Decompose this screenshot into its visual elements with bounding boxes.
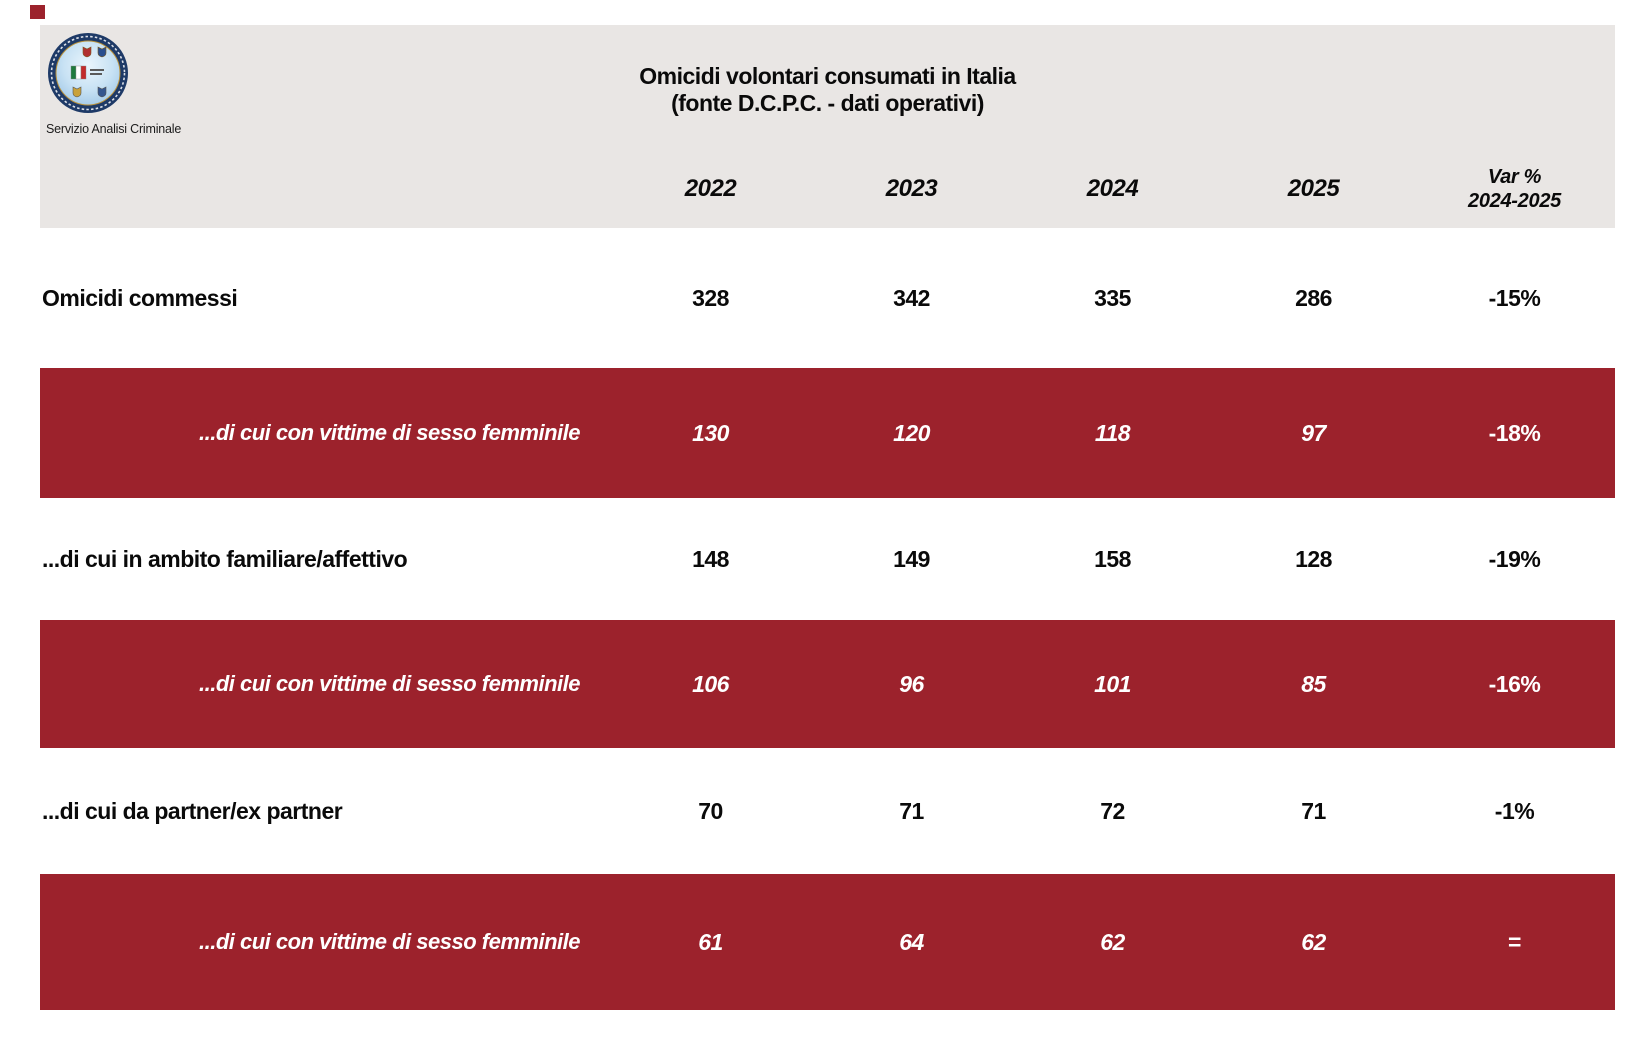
column-header-row: 2022 2023 2024 2025 Var % 2024-2025 xyxy=(40,150,1615,228)
row-value: 71 xyxy=(899,797,924,824)
row-value: 342 xyxy=(893,284,930,311)
row-value: 85 xyxy=(1301,670,1326,697)
row-label: ...di cui da partner/ex partner xyxy=(42,797,343,824)
page-title: Omicidi volontari consumati in Italia (f… xyxy=(40,63,1615,117)
column-header-2022: 2022 xyxy=(684,175,737,202)
row-value-var-pct: -16% xyxy=(1488,670,1541,697)
row-label: ...di cui con vittime di sesso femminile xyxy=(199,929,581,954)
row-value: 62 xyxy=(1301,928,1326,955)
servizio-analisi-criminale-seal-icon xyxy=(48,33,128,113)
row-value-var-pct: = xyxy=(1508,928,1521,955)
row-value: 118 xyxy=(1094,419,1131,446)
row-label: ...di cui con vittime di sesso femminile xyxy=(199,671,581,696)
table-row-highlight: ...di cui con vittime di sesso femminile… xyxy=(40,874,1615,1010)
row-label: ...di cui con vittime di sesso femminile xyxy=(199,420,581,445)
title-line-1: Omicidi volontari consumati in Italia xyxy=(639,63,1016,89)
row-value: 61 xyxy=(698,928,723,955)
table-row-highlight: ...di cui con vittime di sesso femminile… xyxy=(40,368,1615,498)
row-value: 120 xyxy=(893,419,930,446)
table-row: Omicidi commessi 328 342 335 286 -15% xyxy=(40,228,1615,368)
var-header-line-2: 2024-2025 xyxy=(1468,190,1561,212)
row-value: 128 xyxy=(1295,545,1332,572)
logo-block: Servizio Analisi Criminale xyxy=(46,31,186,136)
row-value-var-pct: -15% xyxy=(1488,284,1541,311)
row-value: 64 xyxy=(899,928,924,955)
row-value-var-pct: -19% xyxy=(1488,545,1541,572)
table-row-highlight: ...di cui con vittime di sesso femminile… xyxy=(40,620,1615,748)
row-value: 96 xyxy=(899,670,924,697)
corner-accent-square xyxy=(30,5,45,19)
row-value: 335 xyxy=(1094,284,1131,311)
row-value: 71 xyxy=(1301,797,1326,824)
table-row: ...di cui da partner/ex partner 70 71 72 71 -… xyxy=(40,748,1615,874)
row-label: Omicidi commessi xyxy=(42,284,238,311)
row-value: 62 xyxy=(1100,928,1125,955)
title-line-2: (fonte D.C.P.C. - dati operativi) xyxy=(671,90,984,116)
row-value: 72 xyxy=(1100,797,1125,824)
header-band: Servizio Analisi Criminale Omicidi volon… xyxy=(40,25,1615,228)
column-header-2024: 2024 xyxy=(1086,175,1139,202)
row-value: 328 xyxy=(692,284,729,311)
row-value-var-pct: -1% xyxy=(1494,797,1535,824)
column-header-var: Var % 2024-2025 xyxy=(1414,165,1615,213)
row-value: 130 xyxy=(692,419,729,446)
row-label: ...di cui in ambito familiare/affettivo xyxy=(42,545,408,572)
column-header-2023: 2023 xyxy=(885,175,938,202)
row-value: 149 xyxy=(893,545,930,572)
table-body: Omicidi commessi 328 342 335 286 -15% ...di cu… xyxy=(40,228,1615,1010)
row-value: 97 xyxy=(1301,419,1326,446)
table-row: ...di cui in ambito familiare/affettivo 1… xyxy=(40,498,1615,620)
row-value-var-pct: -18% xyxy=(1488,419,1541,446)
logo-caption: Servizio Analisi Criminale xyxy=(46,122,182,136)
row-value: 158 xyxy=(1094,545,1131,572)
row-value: 70 xyxy=(698,797,723,824)
column-header-2025: 2025 xyxy=(1287,175,1340,202)
row-value: 101 xyxy=(1094,670,1131,697)
row-value: 106 xyxy=(692,670,729,697)
row-value: 286 xyxy=(1295,284,1332,311)
row-value: 148 xyxy=(692,545,729,572)
var-header-line-1: Var % xyxy=(1487,166,1542,188)
